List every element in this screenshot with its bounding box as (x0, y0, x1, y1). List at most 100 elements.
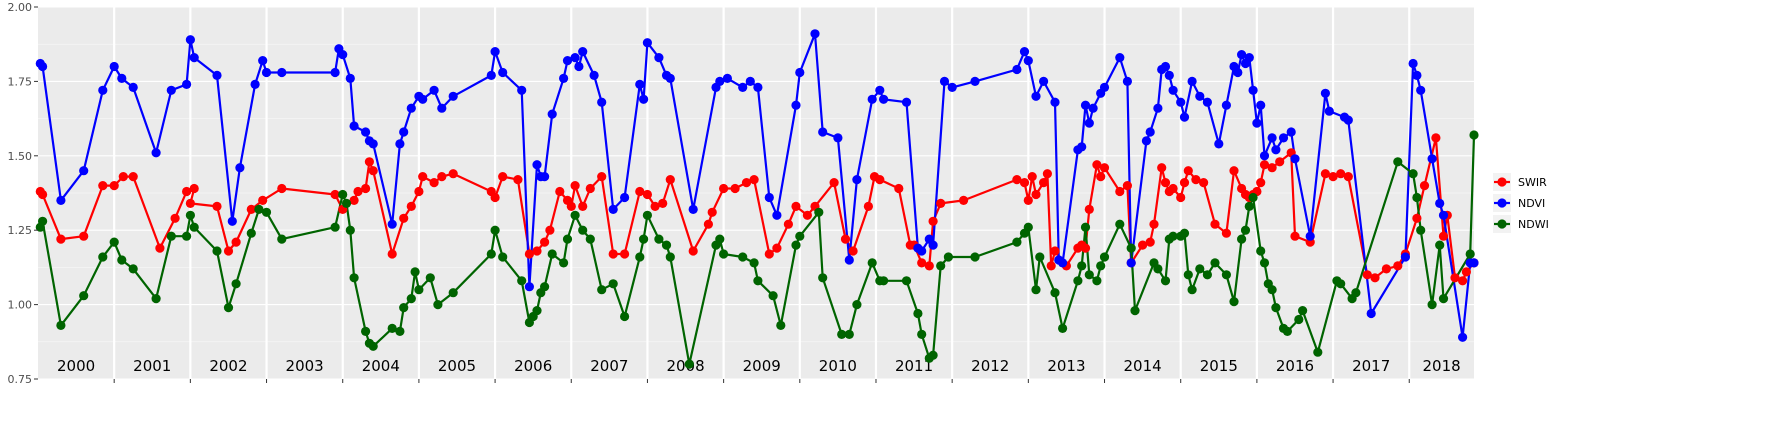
data-point-ndvi (429, 85, 439, 95)
data-point-ndwi (1298, 306, 1308, 316)
data-point-swir (936, 198, 946, 208)
data-point-swir (1381, 264, 1391, 274)
data-point-swir (361, 183, 371, 194)
data-point-swir (498, 172, 508, 182)
data-point-ndvi (562, 56, 573, 66)
data-point-swir (1267, 163, 1277, 173)
data-point-ndvi (795, 67, 805, 78)
data-point-ndvi (1221, 100, 1231, 110)
data-point-ndwi (185, 210, 195, 220)
data-point-ndvi (98, 85, 108, 95)
data-point-ndvi (1031, 91, 1041, 101)
data-point-swir (448, 169, 458, 179)
data-point-swir (703, 219, 714, 229)
data-point-ndwi (1012, 237, 1022, 247)
data-point-ndvi (947, 82, 957, 92)
data-point-swir (802, 210, 813, 220)
data-point-ndvi (109, 61, 119, 72)
data-point-ndwi (1202, 270, 1212, 280)
data-point-ndwi (330, 222, 340, 232)
data-point-ndvi (1267, 133, 1277, 143)
data-point-swir (1012, 175, 1022, 185)
data-point-ndwi (498, 252, 508, 262)
data-point-ndvi (1248, 85, 1258, 95)
data-point-ndwi (1130, 306, 1140, 316)
data-point-swir (1256, 178, 1266, 188)
year-label: 2011 (895, 357, 933, 375)
data-point-ndvi (399, 127, 409, 137)
data-point-ndvi (128, 82, 138, 92)
data-point-ndwi (1427, 300, 1437, 310)
data-point-swir (635, 186, 645, 197)
data-point-ndwi (1183, 270, 1193, 280)
data-point-swir (1160, 178, 1171, 188)
data-point-ndvi (361, 127, 371, 137)
data-point-ndwi (684, 359, 694, 369)
data-point-swir (1412, 213, 1422, 223)
data-point-ndvi (261, 67, 272, 78)
year-label: 2012 (971, 357, 1009, 375)
year-label: 2010 (819, 357, 857, 375)
data-point-ndvi (349, 121, 359, 131)
data-point-ndwi (1096, 261, 1106, 271)
legend-key-point (1497, 177, 1507, 187)
data-point-ndvi (654, 53, 664, 63)
data-point-ndwi (345, 225, 355, 235)
data-point-ndvi (1290, 154, 1300, 164)
data-point-ndwi (749, 258, 759, 268)
data-point-ndwi (738, 252, 748, 262)
data-point-ndvi (1252, 118, 1262, 128)
data-point-swir (840, 234, 851, 244)
year-label: 2017 (1352, 357, 1390, 375)
data-point-ndvi (79, 166, 89, 176)
data-point-swir (1157, 163, 1167, 173)
data-point-ndwi (1412, 192, 1422, 203)
data-point-swir (959, 195, 969, 205)
data-point-swir (620, 249, 630, 259)
data-point-swir (364, 157, 374, 167)
data-point-swir (109, 181, 119, 191)
data-point-ndwi (540, 282, 550, 292)
data-point-ndwi (970, 252, 980, 262)
data-point-ndwi (261, 207, 272, 217)
data-point-swir (545, 225, 555, 235)
data-point-ndvi (38, 61, 48, 72)
data-point-swir (1370, 273, 1380, 283)
data-point-swir (863, 201, 874, 211)
data-point-ndvi (277, 67, 287, 78)
data-point-swir (353, 186, 363, 197)
data-point-ndvi (1435, 198, 1445, 208)
data-point-ndwi (490, 225, 500, 235)
data-point-ndvi (338, 50, 348, 60)
data-point-ndwi (98, 252, 108, 262)
data-point-ndvi (490, 47, 500, 57)
data-point-ndwi (1393, 157, 1403, 167)
data-point-ndwi (1179, 228, 1190, 238)
data-point-ndwi (1282, 326, 1292, 336)
data-point-swir (79, 231, 89, 241)
data-point-ndwi (928, 350, 938, 360)
x-axis (113, 379, 1410, 383)
data-point-ndwi (1080, 222, 1091, 232)
data-point-ndwi (117, 255, 127, 265)
y-tick-label: 1.50 (8, 150, 33, 163)
year-label: 2009 (743, 357, 781, 375)
y-axis: 0.75 1.00 1.25 1.50 1.75 2.00 (8, 1, 38, 386)
data-point-swir (118, 172, 128, 182)
year-label: 2016 (1276, 357, 1314, 375)
data-point-ndwi (212, 246, 222, 256)
data-point-ndvi (867, 94, 877, 104)
data-point-ndwi (1126, 243, 1136, 253)
data-point-ndwi (1248, 192, 1258, 203)
data-point-ndwi (1210, 258, 1220, 268)
year-label: 2007 (590, 357, 628, 375)
data-point-ndwi (917, 329, 927, 339)
y-tick-label: 1.25 (8, 224, 33, 237)
data-point-swir (917, 258, 927, 268)
legend-label-swir: SWIR (1518, 176, 1547, 189)
data-point-ndwi (597, 285, 607, 295)
data-point-ndwi (665, 252, 675, 262)
data-point-ndvi (486, 70, 496, 80)
data-point-ndvi (833, 133, 843, 143)
data-point-ndwi (570, 210, 580, 220)
